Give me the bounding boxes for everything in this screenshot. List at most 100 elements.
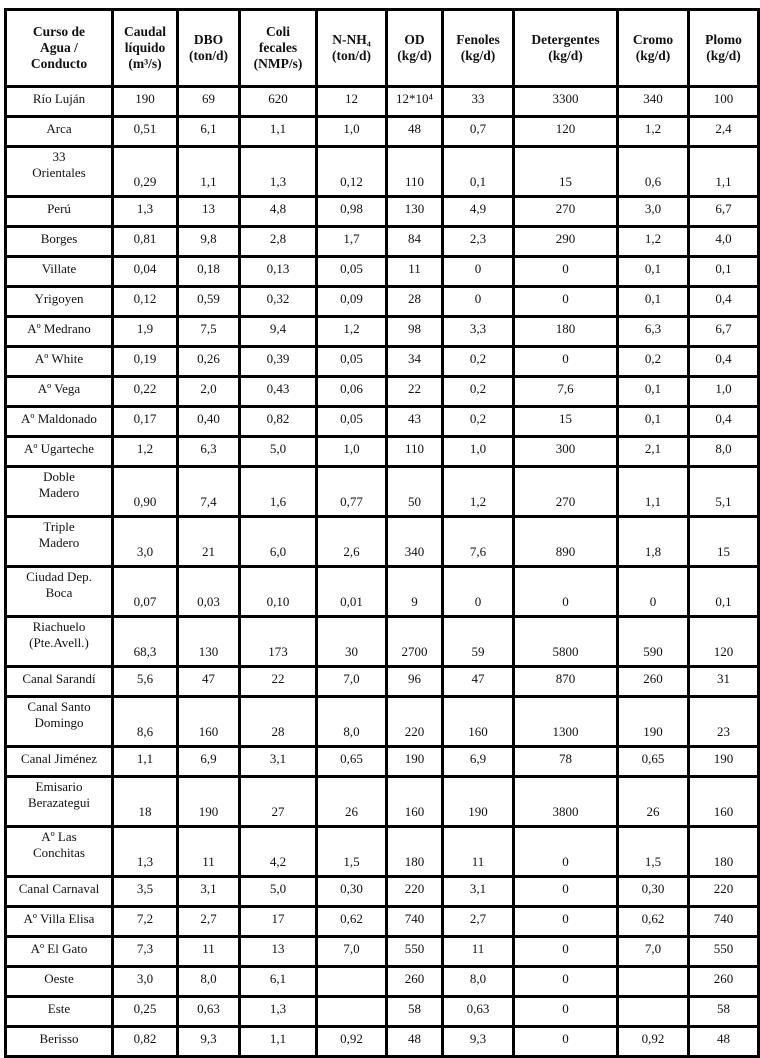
cell-dbo: 130 bbox=[176, 615, 241, 668]
cell-n-nh: 0,05 bbox=[315, 405, 388, 438]
cell-od: 98 bbox=[385, 315, 444, 348]
cell-cromo: 0,1 bbox=[616, 255, 690, 288]
cell-n-nh: 0,09 bbox=[315, 285, 388, 318]
cell-coli: 13 bbox=[238, 935, 318, 968]
row-label: Triple Madero bbox=[4, 515, 114, 568]
cell-n-nh: 0,06 bbox=[315, 375, 388, 408]
cell-n-nh: 0,05 bbox=[315, 255, 388, 288]
cell-dbo: 0,40 bbox=[176, 405, 241, 438]
row-label: Canal Carnaval bbox=[4, 875, 114, 908]
cell-caudal: 1,3 bbox=[111, 195, 179, 228]
cell-dbo: 7,5 bbox=[176, 315, 241, 348]
cell-coli: 17 bbox=[238, 905, 318, 938]
cell-od: 740 bbox=[385, 905, 444, 938]
column-header-dbo: DBO (ton/d) bbox=[176, 8, 241, 88]
column-header-coli: Coli fecales (NMP/s) bbox=[238, 8, 318, 88]
cell-plomo: 6,7 bbox=[687, 315, 760, 348]
row-label: Emisario Berazategui bbox=[4, 775, 114, 828]
row-label: Aº Vega bbox=[4, 375, 114, 408]
table-row: Aº Medrano 1,9 7,5 9,4 1,2 98 3,3 180 6,3 6,7 bbox=[4, 315, 760, 348]
cell-plomo: 180 bbox=[687, 825, 760, 878]
cell-fenoles: 0 bbox=[441, 565, 515, 618]
cell-fenoles: 0,2 bbox=[441, 345, 515, 378]
row-label: Canal Santo Domingo bbox=[4, 695, 114, 748]
row-label: Aº Maldonado bbox=[4, 405, 114, 438]
cell-detergentes: 0 bbox=[512, 345, 619, 378]
row-label: Villate bbox=[4, 255, 114, 288]
cell-n-nh: 1,0 bbox=[315, 435, 388, 468]
cell-od: 34 bbox=[385, 345, 444, 378]
cell-coli: 9,4 bbox=[238, 315, 318, 348]
cell-caudal: 0,12 bbox=[111, 285, 179, 318]
table-row: Aº El Gato 7,3 11 13 7,0 550 11 0 7,0 550 bbox=[4, 935, 760, 968]
cell-n-nh: 0,98 bbox=[315, 195, 388, 228]
cell-coli: 22 bbox=[238, 665, 318, 698]
cell-plomo: 0,4 bbox=[687, 405, 760, 438]
table-row: Este 0,25 0,63 1,3 58 0,63 0 58 bbox=[4, 995, 760, 1028]
cell-coli: 4,8 bbox=[238, 195, 318, 228]
column-header-od: OD (kg/d) bbox=[385, 8, 444, 88]
cell-od: 9 bbox=[385, 565, 444, 618]
cell-coli: 27 bbox=[238, 775, 318, 828]
cell-plomo: 2,4 bbox=[687, 115, 760, 148]
cell-plomo: 0,4 bbox=[687, 345, 760, 378]
cell-coli: 0,39 bbox=[238, 345, 318, 378]
cell-od: 2700 bbox=[385, 615, 444, 668]
cell-n-nh: 8,0 bbox=[315, 695, 388, 748]
cell-caudal: 7,3 bbox=[111, 935, 179, 968]
cell-caudal: 5,6 bbox=[111, 665, 179, 698]
cell-detergentes: 3300 bbox=[512, 85, 619, 118]
cell-detergentes: 0 bbox=[512, 875, 619, 908]
row-label: Río Luján bbox=[4, 85, 114, 118]
cell-caudal: 3,5 bbox=[111, 875, 179, 908]
cell-n-nh: 30 bbox=[315, 615, 388, 668]
cell-od: 11 bbox=[385, 255, 444, 288]
cell-caudal: 0,17 bbox=[111, 405, 179, 438]
cell-coli: 3,1 bbox=[238, 745, 318, 778]
cell-dbo: 190 bbox=[176, 775, 241, 828]
cell-detergentes: 5800 bbox=[512, 615, 619, 668]
table-row: Canal Santo Domingo 8,6 160 28 8,0 220 160 1300… bbox=[4, 695, 760, 748]
cell-cromo: 0,30 bbox=[616, 875, 690, 908]
row-label: Oeste bbox=[4, 965, 114, 998]
cell-cromo: 1,2 bbox=[616, 225, 690, 258]
cell-detergentes: 0 bbox=[512, 825, 619, 878]
cell-plomo: 58 bbox=[687, 995, 760, 1028]
row-label: Riachuelo (Pte.Avell.) bbox=[4, 615, 114, 668]
cell-coli: 5,0 bbox=[238, 435, 318, 468]
cell-plomo: 0,4 bbox=[687, 285, 760, 318]
cell-cromo: 1,2 bbox=[616, 115, 690, 148]
cell-dbo: 69 bbox=[176, 85, 241, 118]
cell-fenoles: 0,63 bbox=[441, 995, 515, 1028]
cell-coli: 620 bbox=[238, 85, 318, 118]
cell-plomo: 120 bbox=[687, 615, 760, 668]
cell-fenoles: 160 bbox=[441, 695, 515, 748]
cell-detergentes: 0 bbox=[512, 285, 619, 318]
cell-cromo: 6,3 bbox=[616, 315, 690, 348]
cell-caudal: 0,19 bbox=[111, 345, 179, 378]
cell-dbo: 9,8 bbox=[176, 225, 241, 258]
cell-plomo: 220 bbox=[687, 875, 760, 908]
cell-dbo: 13 bbox=[176, 195, 241, 228]
cell-cromo: 0 bbox=[616, 565, 690, 618]
cell-caudal: 18 bbox=[111, 775, 179, 828]
cell-fenoles: 0,7 bbox=[441, 115, 515, 148]
cell-dbo: 0,63 bbox=[176, 995, 241, 1028]
cell-caudal: 0,29 bbox=[111, 145, 179, 198]
cell-plomo: 0,1 bbox=[687, 255, 760, 288]
cell-coli: 4,2 bbox=[238, 825, 318, 878]
cell-fenoles: 47 bbox=[441, 665, 515, 698]
row-label: Aº Ugarteche bbox=[4, 435, 114, 468]
cell-plomo: 160 bbox=[687, 775, 760, 828]
table-row: Yrigoyen 0,12 0,59 0,32 0,09 28 0 0 0,1 0,4 bbox=[4, 285, 760, 318]
cell-dbo: 8,0 bbox=[176, 965, 241, 998]
cell-dbo: 1,1 bbox=[176, 145, 241, 198]
cell-detergentes: 0 bbox=[512, 935, 619, 968]
cell-caudal: 7,2 bbox=[111, 905, 179, 938]
cell-n-nh: 0,65 bbox=[315, 745, 388, 778]
cell-plomo: 740 bbox=[687, 905, 760, 938]
row-label: Ciudad Dep. Boca bbox=[4, 565, 114, 618]
cell-detergentes: 7,6 bbox=[512, 375, 619, 408]
column-header-plomo: Plomo (kg/d) bbox=[687, 8, 760, 88]
cell-cromo: 1,1 bbox=[616, 465, 690, 518]
